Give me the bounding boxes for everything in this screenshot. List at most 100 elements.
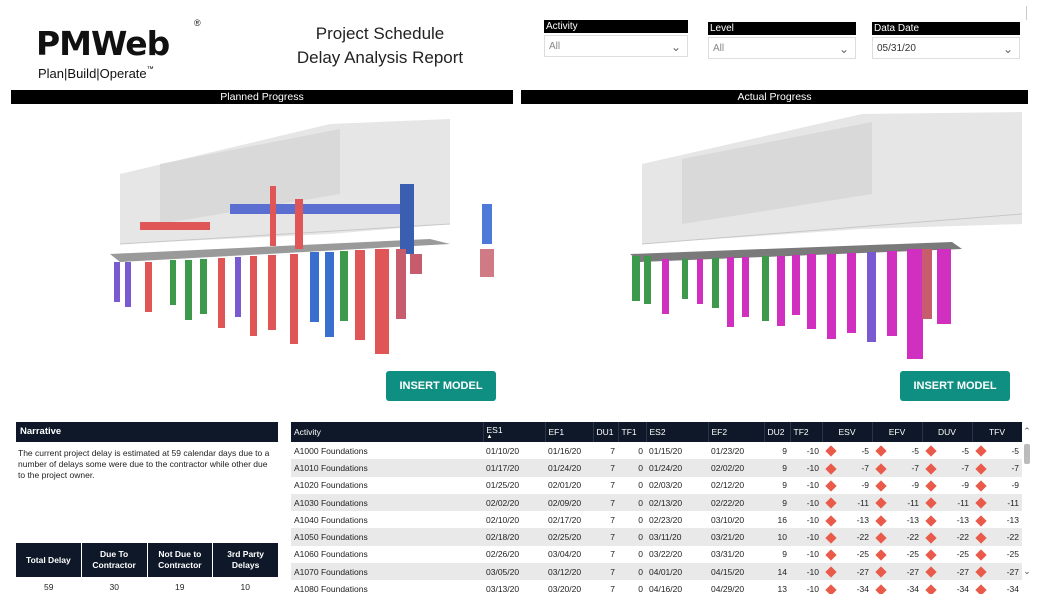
table-cell: 03/20/20	[548, 584, 582, 594]
column-header-ef2[interactable]: EF2	[708, 422, 765, 442]
planned-3d-model[interactable]	[100, 104, 500, 364]
pmweb-logo: PMWeb ® Plan|Build|Operate™	[36, 18, 216, 84]
table-cell: A1070 Foundations	[291, 563, 483, 581]
column-header-du1[interactable]: DU1	[593, 422, 619, 442]
variance-indicator-icon	[925, 584, 937, 594]
table-cell: 9	[764, 459, 790, 477]
table-cell: 01/24/20	[545, 459, 593, 477]
table-cell: -22	[972, 528, 1022, 546]
scroll-thumb[interactable]	[1024, 444, 1030, 464]
table-cell: -25	[972, 546, 1022, 563]
table-cell: -25	[822, 546, 872, 563]
variance-indicator-icon	[875, 480, 887, 492]
table-cell: 03/10/20	[711, 514, 745, 525]
column-header-duv[interactable]: DUV	[922, 422, 973, 442]
column-header-du2[interactable]: DU2	[764, 422, 791, 442]
table-cell: 03/05/20	[483, 563, 545, 581]
table-row[interactable]: A1000 Foundations 01/10/20 01/16/20 7 0 01/15…	[291, 442, 1022, 459]
table-header-row: Activity ES1 ▲ EF1 DU1 TF1 ES2 EF2 DU2 TF2 ESV EFV D…	[291, 422, 1022, 442]
table-cell: -34	[972, 580, 1022, 594]
activity-filter: Activity All ⌄	[544, 20, 688, 57]
table-cell: 13	[777, 584, 787, 594]
total-delay-header: Total Delay	[16, 543, 82, 577]
table-cell: 02/13/20	[646, 493, 708, 512]
table-cell: 01/15/20	[649, 445, 683, 456]
column-header-esv[interactable]: ESV	[822, 422, 873, 442]
table-cell: A1020 Foundations	[294, 480, 368, 491]
actual-3d-model[interactable]	[622, 104, 1032, 364]
table-row[interactable]: A1070 Foundations 03/05/20 03/12/20 7 0 04/01…	[291, 563, 1022, 581]
column-header-es1[interactable]: ES1 ▲	[483, 422, 546, 442]
data-date-filter: Data Date 05/31/20 ⌄	[872, 22, 1020, 59]
column-header-efv[interactable]: EFV	[872, 422, 923, 442]
table-cell: -5	[972, 442, 1022, 459]
column-header-tf2[interactable]: TF2	[790, 422, 823, 442]
table-cell: 10	[764, 528, 790, 546]
table-cell: 9	[764, 493, 790, 512]
variance-indicator-icon	[925, 445, 937, 458]
table-cell: 7	[610, 549, 615, 560]
variance-indicator-icon	[925, 549, 937, 561]
table-scrollbar[interactable]: ⌃ ⌄	[1022, 426, 1032, 586]
table-cell: -10	[806, 549, 819, 560]
due-to-contractor-value: 30	[109, 582, 119, 592]
activity-table[interactable]: Activity ES1 ▲ EF1 DU1 TF1 ES2 EF2 DU2 TF2 ESV EFV D…	[291, 422, 1022, 594]
divider	[1026, 6, 1027, 20]
column-header-tfv[interactable]: TFV	[972, 422, 1022, 442]
activity-select[interactable]: All ⌄	[544, 35, 688, 57]
table-cell: 03/12/20	[545, 563, 593, 581]
report-title-line2: Delay Analysis Report	[296, 48, 464, 67]
level-select[interactable]: All ⌄	[708, 37, 856, 59]
table-cell: 9	[782, 445, 787, 456]
table-row[interactable]: A1030 Foundations 02/02/20 02/09/20 7 0 02/13…	[291, 493, 1022, 512]
variance-indicator-icon	[825, 566, 837, 579]
table-cell: -25	[872, 546, 922, 563]
table-cell: -7	[972, 459, 1022, 477]
table-row[interactable]: A1080 Foundations 03/13/20 03/20/20 7 0 04/16…	[291, 580, 1022, 594]
table-cell: 0	[638, 549, 643, 560]
variance-indicator-icon	[975, 445, 987, 458]
variance-indicator-icon	[875, 566, 887, 579]
variance-indicator-icon	[825, 463, 837, 475]
table-row[interactable]: A1040 Foundations 02/10/20 02/17/20 7 0 02/23…	[291, 511, 1022, 528]
table-cell: -13	[872, 511, 922, 528]
delay-summary-table: Total Delay Due To Contractor Not Due to…	[16, 543, 278, 595]
column-header-tf1[interactable]: TF1	[618, 422, 647, 442]
data-date-select[interactable]: 05/31/20 ⌄	[872, 37, 1020, 59]
table-cell: 02/10/20	[486, 514, 520, 525]
variance-indicator-icon	[875, 497, 887, 509]
table-row[interactable]: A1020 Foundations 01/25/20 02/01/20 7 0 02/03…	[291, 477, 1022, 494]
variance-indicator-icon	[825, 445, 837, 458]
table-cell: 03/04/20	[548, 549, 582, 560]
table-row[interactable]: A1060 Foundations 02/26/20 03/04/20 7 0 03/22…	[291, 546, 1022, 563]
variance-indicator-icon	[875, 532, 887, 544]
table-cell: 0	[618, 563, 646, 581]
table-cell: 0	[618, 493, 646, 512]
column-header-ef1[interactable]: EF1	[545, 422, 594, 442]
table-cell: 7	[593, 563, 618, 581]
scroll-down-icon[interactable]: ⌄	[1023, 566, 1031, 576]
variance-indicator-icon	[825, 480, 837, 492]
table-cell: -11	[922, 493, 972, 512]
variance-indicator-icon	[975, 463, 987, 475]
table-cell: -34	[872, 580, 922, 594]
table-row[interactable]: A1050 Foundations 02/18/20 02/25/20 7 0 03/11…	[291, 528, 1022, 546]
table-cell: -11	[822, 493, 872, 512]
report-title-line1: Project Schedule	[315, 24, 445, 43]
table-cell: 01/23/20	[711, 445, 745, 456]
table-cell: 02/26/20	[486, 549, 520, 560]
variance-indicator-icon	[925, 497, 937, 509]
sort-ascending-icon: ▲	[486, 433, 493, 440]
table-cell: 03/11/20	[646, 528, 708, 546]
variance-indicator-icon	[825, 532, 837, 544]
planned-insert-model-button[interactable]: INSERT MODEL	[386, 371, 496, 401]
column-header-es2[interactable]: ES2	[646, 422, 709, 442]
table-cell: 02/01/20	[548, 480, 582, 491]
table-row[interactable]: A1010 Foundations 01/17/20 01/24/20 7 0 01/24…	[291, 459, 1022, 477]
actual-insert-model-button[interactable]: INSERT MODEL	[900, 371, 1010, 401]
column-header-activity[interactable]: Activity	[291, 422, 484, 442]
table-cell: -9	[872, 477, 922, 494]
table-cell: 02/12/20	[711, 480, 745, 491]
scroll-up-icon[interactable]: ⌃	[1023, 426, 1031, 436]
table-cell: 7	[610, 445, 615, 456]
